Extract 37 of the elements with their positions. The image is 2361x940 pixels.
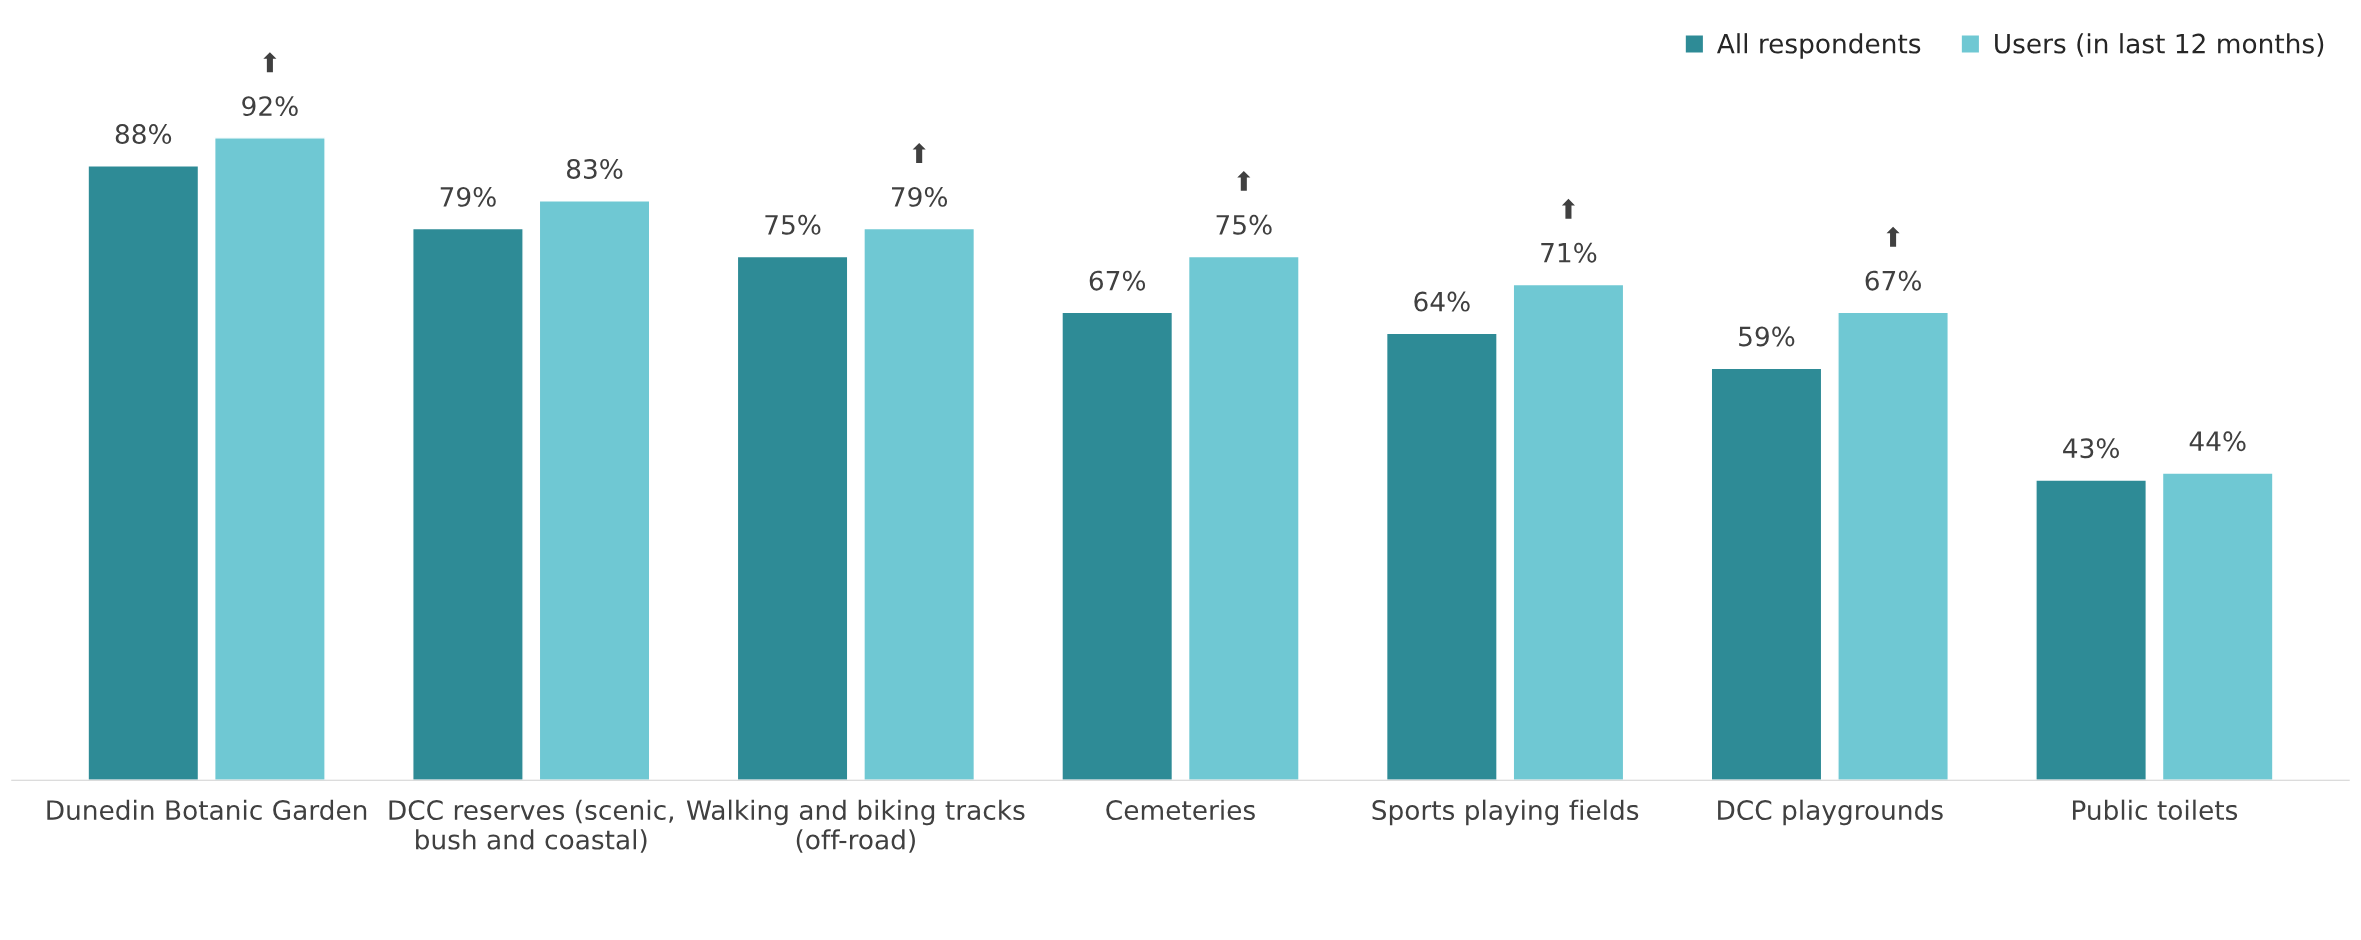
data-label: 79% [440,186,496,207]
x-tick-label: Dunedin Botanic Garden [47,799,367,821]
x-tick-label: Public toilets [2073,799,2238,821]
legend-label: All respondents [1716,33,1921,59]
data-label: ⬆ 92% [242,52,298,117]
legend-label: Users (in last 12 months) [1995,33,2324,57]
bar [538,200,651,781]
bar [1061,311,1174,781]
bar [2035,479,2147,781]
bar [736,255,849,781]
data-label: 44% [2189,431,2246,452]
data-label: ⬆ 79% [892,143,948,207]
bar [1187,255,1300,781]
data-label: 59% [1739,326,1795,347]
bar [87,165,200,781]
bar [2161,472,2274,781]
bar [1837,311,1949,781]
data-label: ⬆ 71% [1541,198,1597,263]
x-tick-label: Sports playing fields [1372,799,1639,826]
data-label: ⬆ 75% [1216,170,1272,235]
data-label: 67% [1089,270,1146,291]
bar [214,137,326,781]
x-tick-label: Walking and biking tracks (off-road) [686,799,1025,853]
x-tick-label: Cemeteries [1106,799,1255,821]
x-tick-label: DCC reserves (scenic, bush and coastal) [389,799,673,853]
data-label: 43% [2063,438,2119,459]
data-label: 88% [115,124,172,145]
data-label: 75% [765,214,821,235]
data-label: 83% [566,158,623,179]
bar [1512,283,1625,781]
x-tick-label: DCC playgrounds [1718,799,1943,826]
bar [1385,332,1498,781]
bar [412,227,524,781]
bar [1710,367,1823,781]
data-label: 64% [1414,291,1470,312]
data-label: ⬆ 67% [1865,226,1921,291]
bar [863,227,976,781]
